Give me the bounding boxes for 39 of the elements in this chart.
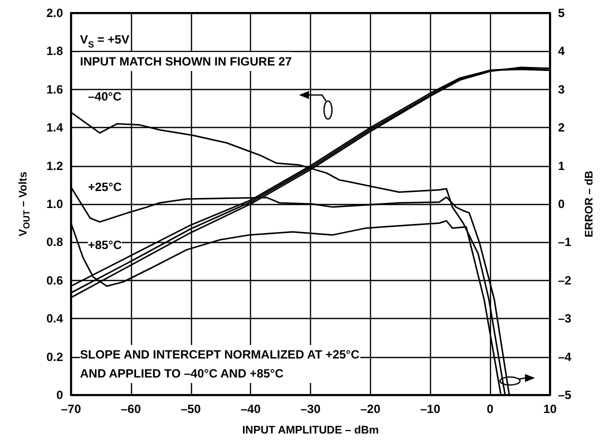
series-label: –40°C bbox=[88, 89, 122, 104]
y2-tick-label: 3 bbox=[558, 82, 565, 96]
y-tick-label: 0.8 bbox=[46, 235, 64, 250]
x-tick-label: –30 bbox=[300, 402, 321, 416]
y-tick-label: 0.4 bbox=[46, 312, 64, 326]
x-tick-label: –60 bbox=[120, 402, 142, 416]
y2-tick-label: –1 bbox=[558, 235, 572, 250]
y2-tick-label: –3 bbox=[558, 312, 572, 326]
y-tick-label: 2.0 bbox=[46, 6, 64, 20]
y-tick-label: 0.2 bbox=[46, 350, 64, 364]
y2-tick-label: 1 bbox=[558, 158, 565, 173]
y2-tick-label: 2 bbox=[558, 120, 565, 135]
x-tick-label: –20 bbox=[360, 402, 381, 416]
annotation: SLOPE AND INTERCEPT NORMALIZED AT +25°C AND APPLIED TO –40°C AND +85°C bbox=[80, 348, 360, 380]
y2-tick-label: 4 bbox=[558, 44, 565, 58]
y2-tick-label: –2 bbox=[558, 273, 572, 288]
x-axis-title: INPUT AMPLITUDE – dBm bbox=[242, 424, 379, 436]
annotation: INPUT MATCH SHOWN IN FIGURE 27 bbox=[80, 54, 292, 68]
y2-axis-title: ERROR – dB bbox=[584, 170, 596, 238]
y-tick-label: 0 bbox=[56, 388, 64, 402]
series-label: +25°C bbox=[88, 180, 122, 194]
y-tick-label: 1.8 bbox=[46, 44, 64, 58]
x-tick-label: –40 bbox=[240, 402, 261, 416]
x-tick-label: 10 bbox=[543, 402, 557, 416]
series-label: +85°C bbox=[88, 238, 122, 252]
y-tick-label: 1.2 bbox=[46, 158, 64, 173]
y-tick-label: 1.6 bbox=[46, 82, 64, 96]
x-tick-label: –50 bbox=[180, 402, 202, 416]
y-tick-label: 0.6 bbox=[46, 273, 64, 288]
x-tick-label: 0 bbox=[486, 402, 494, 416]
y2-tick-label: –4 bbox=[558, 350, 572, 364]
y-axis-title: VOUT – Volts bbox=[18, 172, 32, 236]
y-tick-label: 1.4 bbox=[46, 120, 64, 135]
y2-tick-label: 0 bbox=[558, 197, 565, 211]
y2-tick-label: –5 bbox=[558, 388, 572, 402]
x-tick-label: –10 bbox=[420, 402, 441, 416]
y-tick-label: 1.0 bbox=[46, 197, 64, 211]
y2-tick-label: 5 bbox=[558, 6, 565, 20]
x-tick-label: –70 bbox=[60, 402, 82, 416]
